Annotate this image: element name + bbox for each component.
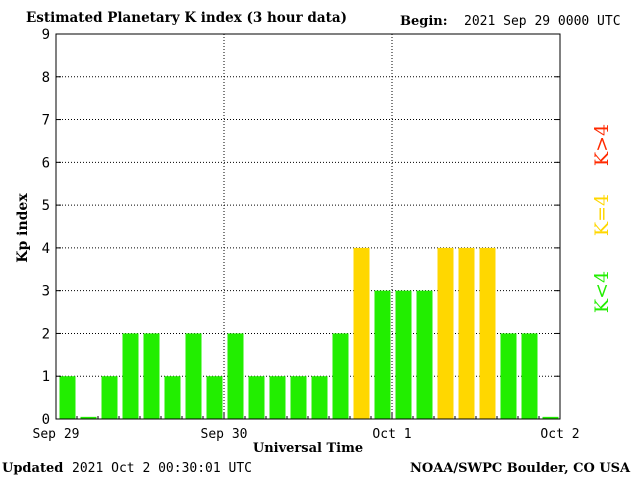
legend: K>4 K=4 K<4 [591, 124, 613, 313]
kp-bar [227, 333, 244, 419]
kp-bar [164, 376, 181, 419]
x-axis-label: Universal Time [253, 441, 363, 456]
kp-bar [500, 333, 517, 419]
kp-bar [59, 376, 76, 419]
legend-entry: K>4 [591, 124, 613, 166]
kp-bar [437, 247, 454, 419]
kp-bar [248, 376, 265, 419]
x-tick-label: Oct 1 [372, 427, 411, 442]
y-tick-label: 9 [42, 27, 50, 43]
begin-label: Begin: [400, 14, 448, 29]
y-ticks: 0 1 2 3 4 5 6 7 8 9 [42, 27, 560, 428]
begin-value: 2021 Sep 29 0000 UTC [464, 14, 621, 29]
kp-bar [374, 290, 391, 419]
y-tick-label: 3 [42, 284, 50, 300]
kp-bar [479, 247, 496, 419]
x-tick-label: Oct 2 [540, 427, 579, 442]
kp-bar [122, 333, 139, 419]
kp-bar [143, 333, 160, 419]
y-axis-label: Kp index [15, 193, 31, 263]
kp-bar [80, 416, 97, 419]
kp-bar [416, 290, 433, 419]
y-tick-label: 2 [42, 326, 50, 342]
x-ticks: Sep 29 Sep 30 Oct 1 Oct 2 [33, 413, 580, 442]
kp-bar [395, 290, 412, 419]
kp-bar [290, 376, 307, 419]
y-tick-label: 1 [42, 369, 50, 385]
x-tick-label: Sep 30 [201, 427, 248, 442]
kp-bar [311, 376, 328, 419]
kp-bar [269, 376, 286, 419]
y-tick-label: 4 [42, 241, 50, 257]
kp-bar [206, 376, 223, 419]
kp-bar [521, 333, 538, 419]
y-tick-label: 5 [42, 198, 50, 214]
kp-bar [332, 333, 349, 419]
updated-label: Updated [2, 461, 64, 476]
legend-entry: K<4 [591, 271, 613, 313]
kp-bar [458, 247, 475, 419]
y-tick-label: 8 [42, 70, 50, 86]
updated-value: 2021 Oct 2 00:30:01 UTC [72, 461, 253, 476]
kp-bar [101, 376, 118, 419]
source-credit: NOAA/SWPC Boulder, CO USA [410, 461, 631, 476]
kp-bar [353, 247, 370, 419]
kp-bar [542, 416, 559, 419]
legend-entry: K=4 [591, 194, 613, 236]
x-tick-label: Sep 29 [33, 427, 80, 442]
y-tick-label: 0 [42, 412, 50, 428]
grid [56, 34, 560, 419]
y-tick-label: 7 [42, 113, 50, 129]
bars [59, 247, 559, 419]
chart-title: Estimated Planetary K index (3 hour data… [26, 10, 347, 26]
kp-bar [185, 333, 202, 419]
y-tick-label: 6 [42, 155, 50, 171]
